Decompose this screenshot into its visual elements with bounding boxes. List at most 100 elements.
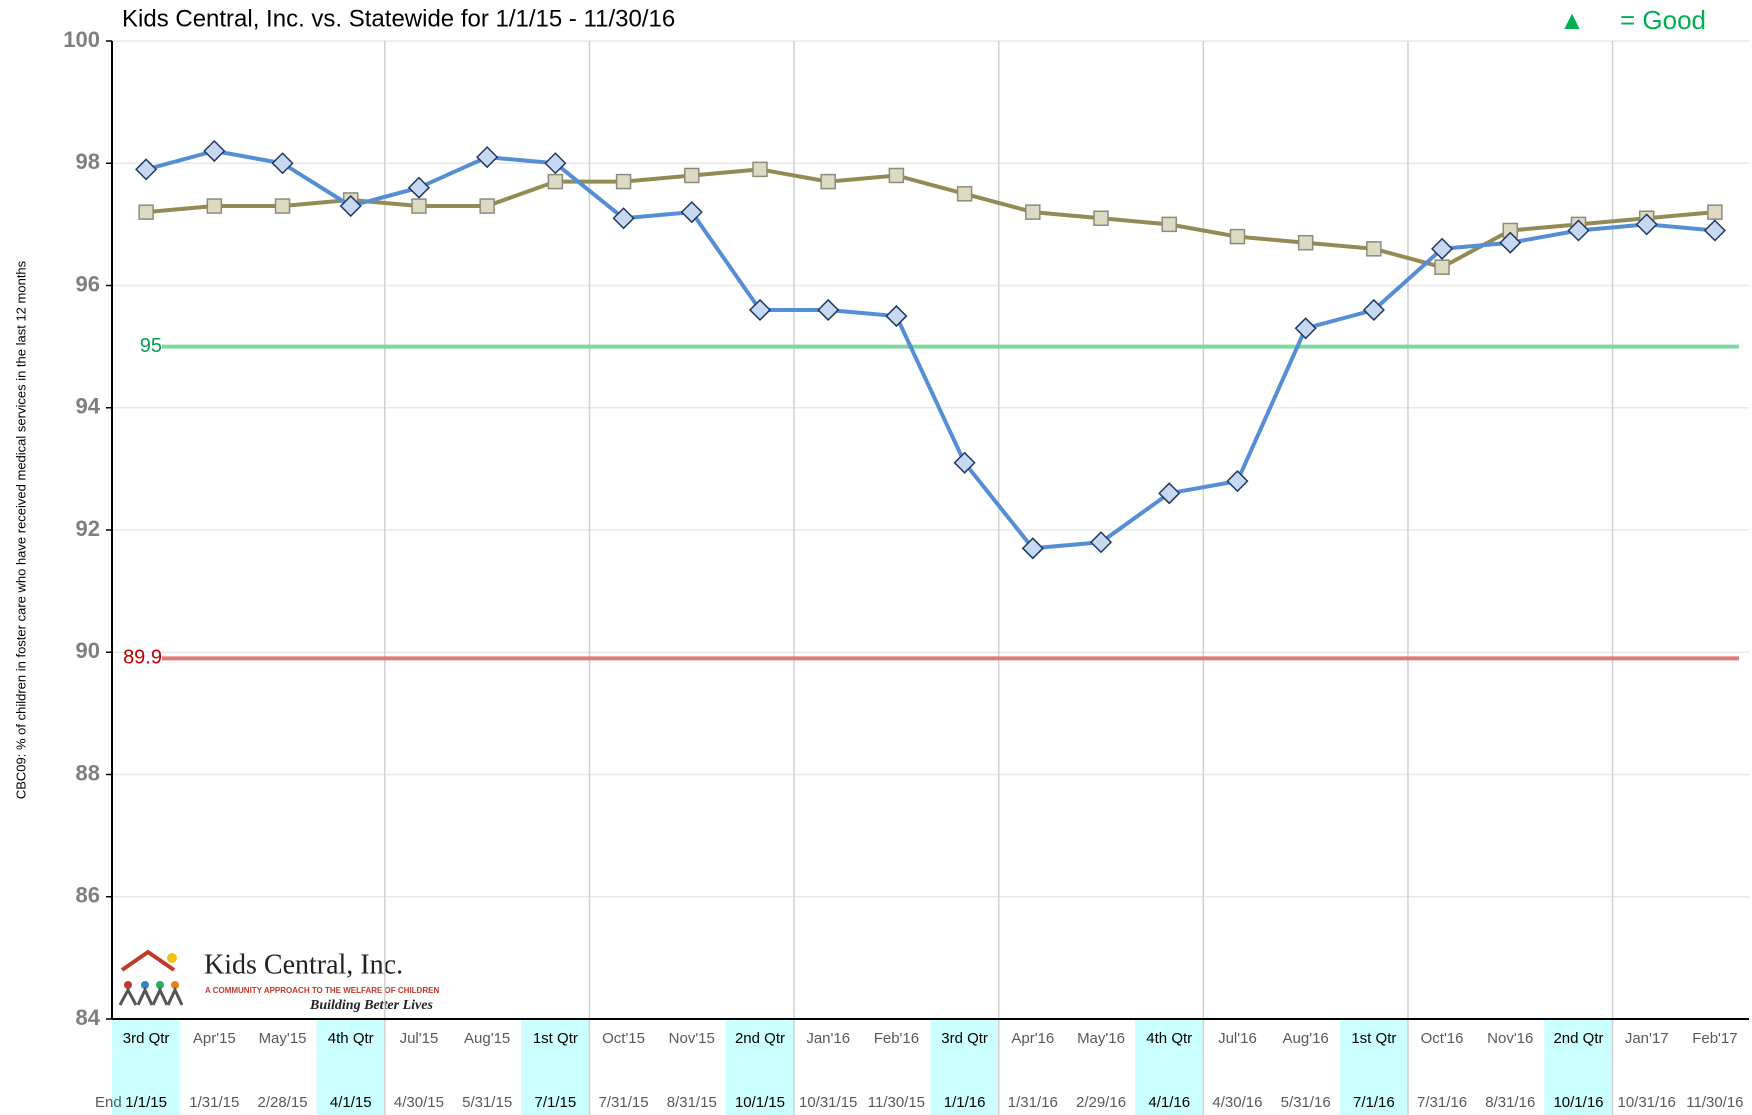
data-point xyxy=(1434,259,1450,275)
logo-motto: Building Better Lives xyxy=(309,998,433,1013)
column-highlight xyxy=(521,1019,590,1115)
data-point xyxy=(1362,298,1385,322)
data-point xyxy=(206,198,223,214)
x-tick-label: Apr'15 xyxy=(193,1030,236,1047)
column-highlight xyxy=(316,1019,385,1115)
data-point xyxy=(752,161,768,178)
end-date-label: 11/30/15 xyxy=(868,1094,925,1111)
data-point xyxy=(203,139,226,163)
data-point xyxy=(1161,216,1177,233)
data-point xyxy=(1158,482,1181,505)
data-point xyxy=(407,176,430,199)
y-tick-label: 86 xyxy=(76,883,100,908)
end-date-label: 4/1/16 xyxy=(1148,1094,1190,1111)
series-line xyxy=(145,149,1716,551)
x-tick-label: 2nd Qtr xyxy=(1553,1030,1603,1047)
logo-roof xyxy=(120,949,176,972)
end-date-label: 8/31/16 xyxy=(1485,1094,1535,1111)
end-date-label: 7/1/15 xyxy=(534,1094,576,1111)
logo-bodies xyxy=(118,986,184,1006)
data-point xyxy=(888,167,905,184)
end-date-label: 1/31/15 xyxy=(189,1094,239,1111)
series-line xyxy=(145,167,1716,270)
logo: Kids Central, Inc. A COMMUNITY APPROACH … xyxy=(118,949,439,1013)
data-point xyxy=(1025,204,1041,220)
column-highlight xyxy=(930,1019,999,1115)
y-tick-label: 92 xyxy=(76,516,100,541)
data-point xyxy=(1297,234,1314,251)
logo-name: Kids Central, Inc. xyxy=(204,949,403,980)
end-date-label: 11/30/16 xyxy=(1686,1094,1743,1111)
y-tick-label: 100 xyxy=(63,27,100,52)
data-point xyxy=(1635,213,1658,236)
data-point xyxy=(135,158,158,181)
x-tick-label: Jul'15 xyxy=(400,1030,439,1047)
end-label: End xyxy=(95,1094,122,1111)
y-tick-label: 96 xyxy=(76,271,100,296)
data-point xyxy=(411,198,427,214)
logo-sun xyxy=(167,953,177,963)
end-date-label: 4/30/16 xyxy=(1212,1094,1262,1111)
reference-label: 95 xyxy=(140,335,162,357)
x-tick-label: Jan'16 xyxy=(806,1030,850,1047)
data-point xyxy=(748,298,772,322)
y-axis-label: CBC09: % of children in foster care who … xyxy=(13,260,28,799)
column-highlight xyxy=(1135,1019,1204,1115)
x-tick-label: Apr'16 xyxy=(1011,1030,1054,1047)
data-point xyxy=(1707,204,1723,220)
end-date-label: 4/30/15 xyxy=(394,1094,444,1111)
x-tick-label: 1st Qtr xyxy=(533,1030,578,1047)
data-point xyxy=(1294,317,1317,340)
y-tick-label: 88 xyxy=(76,760,100,785)
data-point xyxy=(1431,237,1454,260)
end-date-label: 1/1/15 xyxy=(125,1094,167,1111)
end-date-label: 7/31/15 xyxy=(599,1094,649,1111)
end-date-label: 5/31/16 xyxy=(1281,1094,1331,1111)
x-tick-label: 3rd Qtr xyxy=(941,1030,988,1047)
reference-label: 89.9 xyxy=(123,647,162,669)
x-tick-label: May'15 xyxy=(259,1030,307,1047)
data-point xyxy=(684,167,700,184)
good-marker: ▲ xyxy=(1559,5,1585,35)
y-tick-label: 84 xyxy=(76,1005,101,1030)
x-tick-label: 4th Qtr xyxy=(1146,1030,1192,1047)
data-point xyxy=(1366,241,1382,257)
column-highlight xyxy=(725,1019,795,1115)
x-tick-label: Nov'16 xyxy=(1487,1030,1533,1047)
data-point xyxy=(817,298,840,322)
logo-child xyxy=(141,981,149,989)
x-tick-label: 3rd Qtr xyxy=(123,1030,170,1047)
column-highlight xyxy=(1339,1019,1408,1115)
data-point xyxy=(885,305,908,328)
data-point xyxy=(271,152,294,175)
y-tick-label: 90 xyxy=(76,638,100,663)
x-tick-label: 2nd Qtr xyxy=(735,1030,785,1047)
end-date-label: 10/1/15 xyxy=(735,1094,785,1111)
x-tick-label: May'16 xyxy=(1077,1030,1125,1047)
data-point xyxy=(1499,231,1522,254)
end-date-label: 10/1/16 xyxy=(1553,1094,1603,1111)
data-point xyxy=(138,204,154,220)
x-tick-label: Oct'15 xyxy=(602,1030,645,1047)
x-tick-label: Aug'16 xyxy=(1283,1030,1329,1047)
data-point xyxy=(1703,219,1726,242)
end-date-label: 7/1/16 xyxy=(1353,1094,1395,1111)
column-highlight xyxy=(112,1019,181,1115)
column-highlight xyxy=(1544,1019,1613,1115)
data-point xyxy=(479,198,495,214)
data-point xyxy=(956,186,973,202)
x-tick-label: Feb'16 xyxy=(874,1030,919,1047)
end-date-label: 1/31/16 xyxy=(1008,1094,1058,1111)
data-point xyxy=(544,152,567,175)
data-point xyxy=(612,207,635,230)
end-date-label: 1/1/16 xyxy=(944,1094,986,1111)
data-point xyxy=(339,194,362,218)
data-point xyxy=(1567,219,1590,242)
data-point xyxy=(1226,470,1249,493)
data-point xyxy=(953,451,976,474)
data-point xyxy=(615,173,632,190)
logo-tagline: A COMMUNITY APPROACH TO THE WELFARE OF C… xyxy=(205,986,439,995)
chart-title: Kids Central, Inc. vs. Statewide for 1/1… xyxy=(122,5,675,32)
good-text: = Good xyxy=(1620,5,1706,35)
